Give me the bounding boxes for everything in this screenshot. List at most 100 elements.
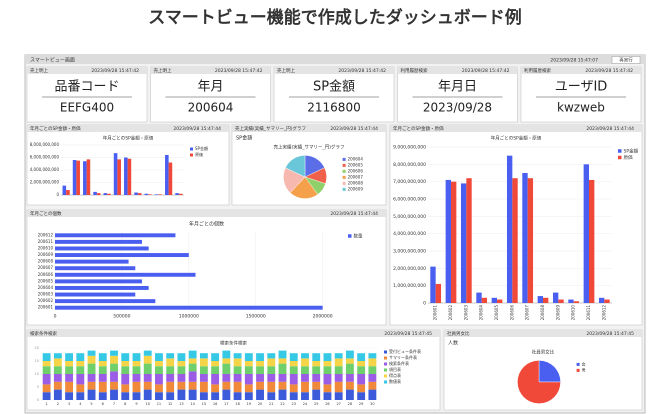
bar-segment xyxy=(278,358,287,364)
kpi-header-title: 利用履歴検索 xyxy=(401,67,428,74)
bar xyxy=(55,253,189,258)
chart-title: 社員男女比 xyxy=(532,349,555,356)
x-tick-label: 200608 xyxy=(540,305,545,321)
bar-segment xyxy=(267,374,276,382)
x-tick-label: 27 xyxy=(336,402,340,406)
legend-label: 男 xyxy=(582,367,586,372)
bar-segment xyxy=(53,366,62,374)
bar xyxy=(83,161,87,195)
bar-segment xyxy=(267,392,276,400)
panel-header xyxy=(27,125,229,132)
bar-segment xyxy=(155,361,163,367)
bar xyxy=(435,283,442,303)
bar-segment xyxy=(301,392,309,400)
legend-swatch xyxy=(384,374,387,378)
bar xyxy=(512,178,518,303)
bar-segment xyxy=(357,374,366,385)
y-tick-label: 200607 xyxy=(38,265,54,270)
y-tick-label: 20 xyxy=(35,346,39,350)
bar xyxy=(55,272,196,277)
page-title: スマートビュー機能で作成したダッシュボード例 xyxy=(148,7,522,28)
bar-segment xyxy=(256,366,264,374)
bar-segment xyxy=(334,392,343,400)
bar-segment xyxy=(53,353,62,359)
bar-segment xyxy=(357,366,366,374)
y-tick-label: 200601 xyxy=(38,305,54,310)
x-tick-label: 14 xyxy=(190,402,195,406)
bar-segment xyxy=(65,392,74,400)
bar-segment xyxy=(256,381,264,390)
bar xyxy=(604,299,610,303)
bar-segment xyxy=(345,363,354,374)
x-tick-label: 10 xyxy=(145,402,149,406)
legend-label: 200605 xyxy=(348,162,364,167)
bar-segment xyxy=(42,384,51,393)
bar xyxy=(127,158,132,195)
bar xyxy=(460,183,467,303)
legend-swatch xyxy=(342,157,346,161)
panel-title: 売上実績(実績_サマリー_円)グラフ xyxy=(235,125,306,132)
bar-segment xyxy=(121,374,130,385)
bar xyxy=(124,157,128,195)
bar-segment xyxy=(244,384,253,393)
bar xyxy=(117,159,121,195)
bar-segment xyxy=(211,366,220,374)
x-tick-label: 23 xyxy=(292,402,296,406)
rerun-button[interactable] xyxy=(611,56,641,64)
bar-segment xyxy=(289,374,298,385)
bar xyxy=(107,193,111,195)
x-tick-label: 200603 xyxy=(463,305,468,321)
bar-segment xyxy=(188,371,197,382)
rerun-button-label[interactable]: 再実行 xyxy=(619,57,633,64)
bar xyxy=(55,305,323,310)
bar-segment xyxy=(98,366,107,374)
dashboard-header xyxy=(25,55,645,64)
bar-segment xyxy=(110,371,118,382)
legend-label: サマリー条件表 xyxy=(389,354,417,360)
bar xyxy=(481,297,488,303)
panel-timestamp: 2023/09/28 15:47:45 xyxy=(586,331,634,337)
legend-swatch xyxy=(348,234,352,238)
y-tick-label: 15 xyxy=(35,359,39,363)
panel-header xyxy=(444,330,642,337)
x-tick-label: 11 xyxy=(157,402,161,406)
bar-segment xyxy=(188,389,197,400)
bar-segment xyxy=(222,363,231,374)
bar-segment xyxy=(301,381,309,393)
kpi-header-title: 利用履歴検索 xyxy=(524,67,551,74)
bar-segment xyxy=(289,353,298,361)
bar-segment xyxy=(155,353,163,361)
legend-label: SP金額 xyxy=(624,148,639,155)
bar-segment xyxy=(334,358,343,367)
kpi-label: 年月 xyxy=(197,80,223,95)
y-tick-label: 6,000,000,000 xyxy=(30,155,60,160)
x-tick-label: 500000 xyxy=(113,314,130,320)
bar-segment xyxy=(76,366,85,374)
y-tick-label: 7,000,000,000 xyxy=(393,179,426,185)
bar-segment xyxy=(65,361,74,367)
y-tick-label: 10 xyxy=(35,372,39,376)
bar xyxy=(568,299,574,303)
bar-segment xyxy=(98,353,107,361)
bar xyxy=(134,192,138,195)
kpi-label: ユーザID xyxy=(555,80,608,95)
kpi-value: 2023/09/28 xyxy=(423,101,492,115)
bar-segment xyxy=(65,353,74,361)
chart-title: 売上実績(実績_サマリー_円)グラフ xyxy=(273,144,344,151)
y-tick-label: 1,000,000,000 xyxy=(393,283,426,289)
bar-segment xyxy=(65,366,74,374)
bar-segment xyxy=(368,374,377,382)
panel-title: 社員男女比 xyxy=(447,330,470,337)
bar xyxy=(93,191,97,195)
bar xyxy=(55,246,149,251)
bar xyxy=(158,194,162,195)
bar-segment xyxy=(222,389,231,400)
bar-segment xyxy=(110,355,118,364)
bar-segment xyxy=(368,381,377,390)
kpi-value: EEFG400 xyxy=(60,101,114,115)
bar xyxy=(558,299,564,303)
x-tick-label: 200604 xyxy=(479,305,484,321)
x-tick-label: 28 xyxy=(348,402,352,406)
bar-segment xyxy=(177,389,186,400)
